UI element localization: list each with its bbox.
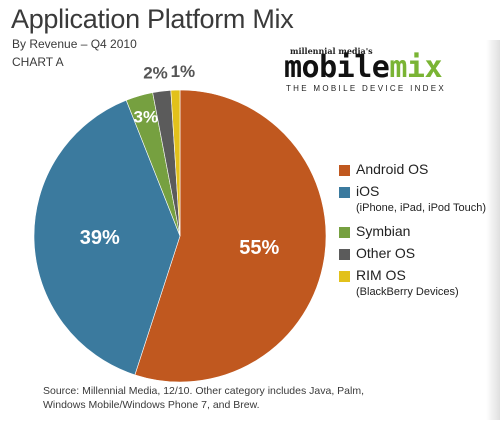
- chart-subtitle: By Revenue – Q4 2010: [12, 37, 137, 51]
- legend-label-symbian: Symbian: [356, 223, 411, 239]
- legend-item-ios: iOS (iPhone, iPad, iPod Touch): [339, 182, 489, 222]
- legend-label-rim: RIM OS: [356, 267, 406, 283]
- source-line-2: Windows Mobile/Windows Phone 7, and Brew…: [43, 399, 260, 411]
- legend-item-rim: RIM OS (BlackBerry Devices): [339, 266, 489, 306]
- logo-tagline: THE MOBILE DEVICE INDEX: [286, 84, 447, 93]
- slice-label-android: 55%: [239, 237, 279, 259]
- legend: Android OS iOS (iPhone, iPad, iPod Touch…: [339, 160, 489, 306]
- legend-swatch-rim: [339, 271, 350, 282]
- source-note: Source: Millennial Media, 12/10. Other c…: [43, 384, 483, 412]
- legend-label-other: Other OS: [356, 245, 416, 261]
- pie-slice-ios: [33, 99, 181, 376]
- legend-label-ios: iOS: [356, 183, 380, 199]
- chart-title: Application Platform Mix: [11, 4, 294, 34]
- slice-label-symbian: 3%: [133, 108, 158, 127]
- legend-item-symbian: Symbian: [339, 222, 489, 244]
- legend-swatch-symbian: [339, 227, 350, 238]
- right-edge-shadow: [486, 40, 500, 420]
- legend-swatch-ios: [339, 187, 350, 198]
- slice-label-ios: 39%: [80, 227, 120, 249]
- legend-item-other: Other OS: [339, 244, 489, 266]
- mobilemix-logo: millennial media's mobilemix THE MOBILE …: [284, 46, 494, 96]
- logo-wordmark: mobilemix: [284, 50, 443, 85]
- pie-slice-android: [134, 89, 327, 383]
- pie-slice-rim: [170, 89, 181, 237]
- logo-brand-small: millennial media's: [290, 46, 373, 56]
- logo-word-black: mobile: [284, 50, 390, 85]
- legend-swatch-other: [339, 249, 350, 260]
- legend-swatch-android: [339, 165, 350, 176]
- source-line-1: Source: Millennial Media, 12/10. Other c…: [43, 385, 364, 397]
- slice-label-rim: 1%: [171, 62, 196, 81]
- chart-label: CHART A: [12, 55, 64, 69]
- legend-label-android: Android OS: [356, 161, 429, 177]
- logo-word-green: mix: [389, 50, 443, 85]
- legend-sublabel-ios: (iPhone, iPad, iPod Touch): [356, 202, 487, 214]
- slice-label-other: 2%: [143, 63, 168, 82]
- legend-sublabel-rim: (BlackBerry Devices): [356, 286, 459, 298]
- legend-item-android: Android OS: [339, 160, 489, 182]
